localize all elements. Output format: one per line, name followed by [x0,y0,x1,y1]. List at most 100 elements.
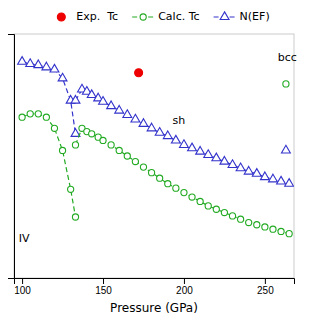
point [221,209,227,215]
point [140,164,146,170]
point [269,174,278,182]
point [35,111,41,117]
point [135,69,143,77]
legend-label: Exp. Tc [76,10,118,23]
point [163,131,172,139]
point [171,135,180,143]
point [252,169,261,177]
point [87,90,96,98]
point [285,179,294,187]
point [188,143,197,151]
point [51,125,57,131]
annotation: bcc [278,51,297,64]
point [27,111,33,117]
x-tick-mark [103,278,104,284]
point [155,128,164,136]
point [19,114,25,120]
point [124,153,130,159]
x-tick: 150 [95,278,112,296]
point [277,176,286,184]
point [180,140,189,148]
point [116,147,122,153]
legend-label: Calc. Tc [158,10,199,23]
point [71,95,80,103]
legend-item: N(EF) [214,10,270,23]
point [72,214,78,220]
point [278,228,284,234]
x-tick-label: 150 [95,285,112,296]
x-tick: 200 [176,278,193,296]
point [131,114,140,122]
point [50,64,59,72]
legend-swatch-marker [57,13,65,21]
point [132,158,138,164]
annotation: IV [19,232,30,245]
point [42,62,51,70]
point [108,142,114,148]
point [189,194,195,200]
point [220,156,229,164]
point [107,101,116,109]
legend-swatch-marker [220,12,229,20]
point [115,105,124,113]
point [139,119,148,127]
point [244,166,253,174]
point [148,170,154,176]
point [213,206,219,212]
x-tick: 250 [257,278,274,296]
point [236,163,245,171]
x-axis-line [15,279,295,285]
point [72,142,78,148]
legend-item: Calc. Tc [132,10,199,23]
point [157,175,163,181]
point [204,150,213,158]
series [18,57,294,187]
point [283,81,289,87]
point [100,137,106,143]
point [212,153,221,161]
point [246,219,252,225]
point [181,190,187,196]
point [59,147,65,153]
point [254,222,260,228]
point [26,59,35,67]
point [68,186,74,192]
point [43,114,49,120]
chart: 100150200250IVshbccPressure (GPa)Exp. Tc… [0,0,320,320]
legend-swatch-marker [140,14,146,20]
point [147,123,156,131]
marks [18,57,294,237]
y-axis-line [8,35,15,279]
series [19,81,292,237]
point [286,231,292,237]
x-tick: 100 [14,278,31,296]
plot-frame [14,34,294,278]
y-axis [8,35,15,279]
legend: Exp. Tc Calc. Tc N(EF) [57,10,269,23]
x-axis: 100 150 200 250 [14,278,294,296]
series-line [22,84,289,234]
point [237,216,243,222]
point [270,226,276,232]
point [18,57,27,65]
point [260,172,269,180]
annotation: sh [173,114,186,127]
point [229,213,235,219]
point [228,160,237,168]
plot-area: 100 150 200 250 IV sh bcc [8,34,297,296]
point [34,60,43,68]
point [58,73,67,81]
point [173,185,179,191]
x-tick-label: 200 [176,285,193,296]
point [281,145,290,153]
series [135,69,143,77]
x-tick-label: 100 [14,285,31,296]
legend-item: Exp. Tc [57,10,118,23]
x-tick-mark [184,278,185,284]
annotations: IV sh bcc [19,51,297,245]
point [99,97,108,105]
x-tick-mark [22,278,23,284]
point [196,146,205,154]
legend-label: N(EF) [240,10,270,23]
point [89,131,95,137]
